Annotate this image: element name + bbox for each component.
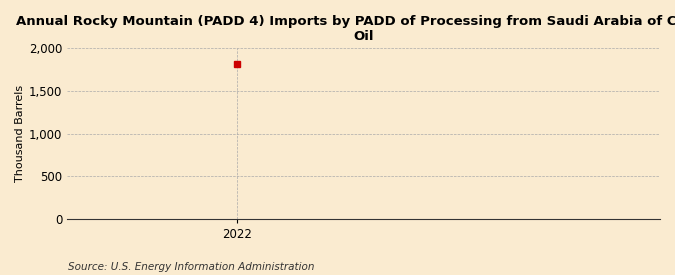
Y-axis label: Thousand Barrels: Thousand Barrels [15,85,25,182]
Title: Annual Rocky Mountain (PADD 4) Imports by PADD of Processing from Saudi Arabia o: Annual Rocky Mountain (PADD 4) Imports b… [16,15,675,43]
Text: Source: U.S. Energy Information Administration: Source: U.S. Energy Information Administ… [68,262,314,272]
